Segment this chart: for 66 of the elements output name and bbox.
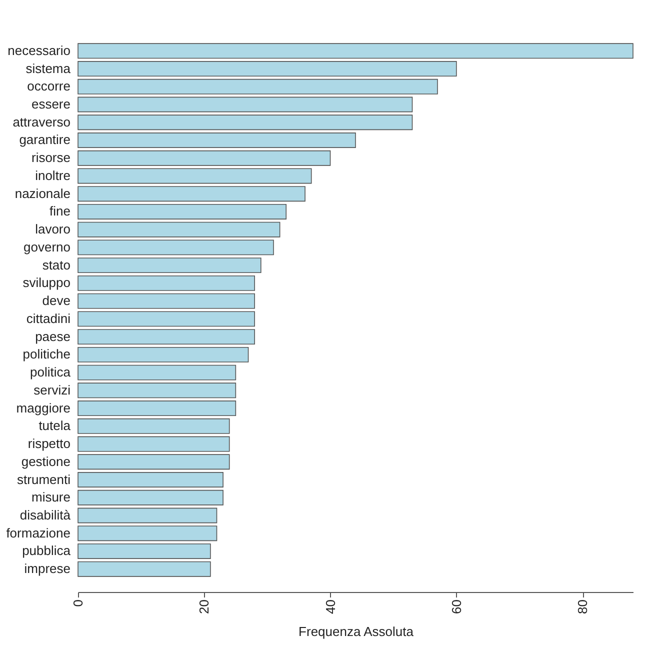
- y-tick-label: politiche: [22, 346, 70, 362]
- bar: [78, 168, 312, 184]
- y-tick-label: sviluppo: [22, 275, 70, 290]
- bar: [78, 311, 255, 327]
- y-tick-label: garantire: [19, 132, 70, 148]
- y-tick-label: misure: [31, 490, 70, 505]
- bar: [78, 508, 218, 524]
- bar: [78, 400, 236, 416]
- bar: [78, 544, 211, 559]
- bar: [78, 132, 356, 148]
- y-tick-label: politica: [30, 364, 72, 380]
- x-tick-label: 60: [448, 600, 464, 614]
- y-tick-label: necessario: [8, 42, 70, 58]
- bar: [78, 526, 218, 542]
- bar: [78, 472, 224, 488]
- y-tick-label: servizi: [34, 382, 71, 398]
- x-tick-label: 80: [575, 600, 590, 614]
- y-tick-label: inoltre: [35, 168, 70, 183]
- y-tick-label: stato: [42, 257, 70, 272]
- bar: [78, 454, 230, 470]
- y-tick-label: rispetto: [28, 436, 70, 452]
- bar: [78, 561, 211, 577]
- bar: [78, 150, 331, 166]
- bar: [78, 275, 255, 291]
- y-tick-label: paese: [35, 328, 70, 344]
- y-tick-label: maggiore: [16, 400, 70, 416]
- bar: [78, 436, 230, 452]
- x-tick-label: 40: [322, 600, 338, 614]
- y-tick-label: pubblica: [22, 543, 72, 558]
- y-tick-label: formazione: [6, 525, 70, 540]
- x-tick-label: 20: [196, 600, 212, 614]
- y-tick-label: deve: [42, 293, 70, 308]
- y-tick-label: tutela: [38, 418, 72, 434]
- bar: [78, 346, 249, 362]
- bar: [78, 490, 224, 506]
- y-tick-label: occorre: [27, 78, 70, 94]
- bar: [78, 222, 280, 238]
- bar: [78, 418, 230, 434]
- bar: [78, 114, 413, 130]
- y-tick-label: disabilità: [20, 507, 72, 522]
- bar: [78, 204, 287, 220]
- y-tick-label: lavoro: [35, 222, 70, 237]
- y-tick-label: governo: [24, 239, 70, 254]
- bar: [78, 61, 457, 76]
- bar: [78, 382, 236, 398]
- bar: [78, 329, 255, 345]
- bar: [78, 78, 438, 94]
- y-tick-label: sistema: [26, 60, 72, 76]
- x-axis-title: Frequenza Assoluta: [298, 624, 414, 639]
- bar: [78, 258, 262, 274]
- y-tick-label: strumenti: [17, 472, 71, 487]
- x-tick-label: 0: [70, 600, 86, 607]
- bar: [78, 186, 306, 202]
- bar: [78, 96, 413, 112]
- bar: [78, 43, 634, 59]
- y-tick-label: risorse: [31, 150, 70, 166]
- y-tick-label: imprese: [24, 561, 70, 576]
- bar: [78, 240, 274, 256]
- y-tick-label: nazionale: [14, 186, 70, 201]
- y-tick-label: gestione: [21, 454, 70, 469]
- y-tick-label: cittadini: [26, 310, 71, 326]
- y-tick-label: attraverso: [12, 114, 70, 130]
- bar: [78, 293, 255, 309]
- y-tick-label: essere: [31, 96, 70, 112]
- y-tick-label: fine: [50, 204, 70, 219]
- bar: [78, 364, 236, 380]
